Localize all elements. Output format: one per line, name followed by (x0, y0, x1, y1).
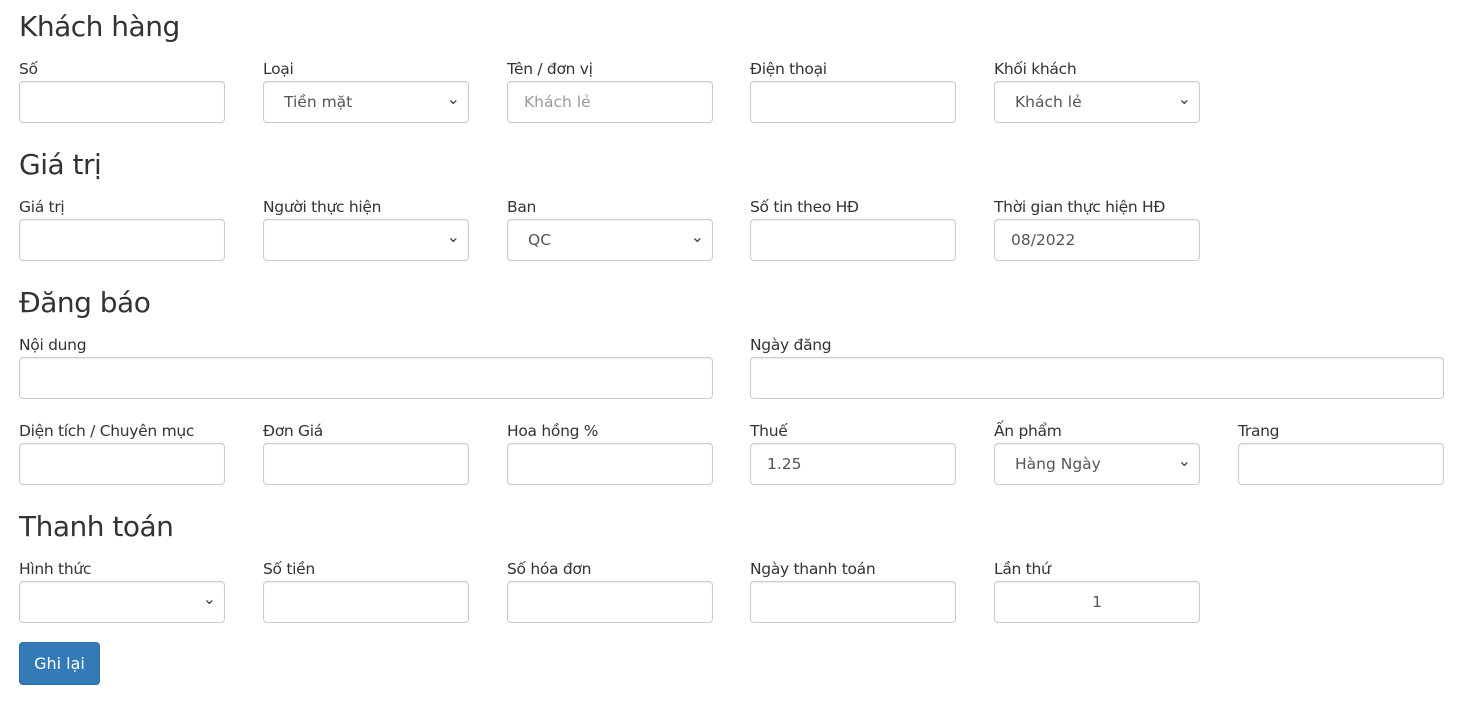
chevron-down-icon: ⌄ (446, 227, 460, 246)
so-input[interactable] (19, 81, 225, 123)
hinhthuc-select[interactable]: ⌄ (19, 581, 225, 623)
sotien-input[interactable] (263, 581, 469, 623)
chevron-down-icon: ⌄ (690, 227, 704, 246)
label-thoigian: Thời gian thực hiện HĐ (994, 198, 1166, 216)
loai-select[interactable]: Tiền mặt ⌄ (263, 81, 469, 123)
label-hoahong: Hoa hồng % (507, 422, 599, 440)
section-title-publish: Đăng báo (19, 286, 151, 319)
khoikhach-value: Khách lẻ (1015, 93, 1082, 111)
khoikhach-select[interactable]: Khách lẻ ⌄ (994, 81, 1200, 123)
label-ten: Tên / đơn vị (507, 60, 593, 78)
thoigian-input[interactable]: 08/2022 (994, 219, 1200, 261)
label-ngaythanhtoan: Ngày thanh toán (750, 560, 876, 578)
label-khoikhach: Khối khách (994, 60, 1077, 78)
lanthu-input[interactable]: 1 (994, 581, 1200, 623)
dongia-input[interactable] (263, 443, 469, 485)
label-lanthu: Lần thứ (994, 560, 1051, 578)
ban-value: QC (528, 231, 552, 249)
chevron-down-icon: ⌄ (1177, 89, 1191, 108)
label-dientich: Diện tích / Chuyên mục (19, 422, 195, 440)
loai-value: Tiền mặt (284, 93, 353, 111)
label-sotien: Số tiền (263, 560, 315, 578)
label-thue: Thuế (750, 422, 788, 440)
chevron-down-icon: ⌄ (202, 589, 216, 608)
label-nguoithuchien: Người thực hiện (263, 198, 382, 216)
label-sohoadon: Số hóa đơn (507, 560, 592, 578)
section-title-payment: Thanh toán (19, 510, 174, 543)
giatri-input[interactable] (19, 219, 225, 261)
trang-input[interactable] (1238, 443, 1444, 485)
label-noidung: Nội dung (19, 336, 87, 354)
section-title-value: Giá trị (19, 148, 102, 181)
ten-placeholder: Khách lẻ (524, 93, 591, 111)
noidung-input[interactable] (19, 357, 713, 399)
ten-input[interactable]: Khách lẻ (507, 81, 713, 123)
ngaydang-input[interactable] (750, 357, 1444, 399)
label-loai: Loại (263, 60, 294, 78)
ngaythanhtoan-input[interactable] (750, 581, 956, 623)
nguoithuchien-select[interactable]: ⌄ (263, 219, 469, 261)
chevron-down-icon: ⌄ (1177, 451, 1191, 470)
dienthoai-input[interactable] (750, 81, 956, 123)
dientich-input[interactable] (19, 443, 225, 485)
label-dienthoai: Điện thoại (750, 60, 827, 78)
ban-select[interactable]: QC ⌄ (507, 219, 713, 261)
label-anpham: Ấn phẩm (994, 422, 1062, 440)
label-dongia: Đơn Giá (263, 422, 323, 440)
sotin-input[interactable] (750, 219, 956, 261)
label-so: Số (19, 60, 38, 78)
anpham-value: Hàng Ngày (1015, 455, 1101, 473)
label-sotin: Số tin theo HĐ (750, 198, 859, 216)
chevron-down-icon: ⌄ (446, 89, 460, 108)
section-title-customer: Khách hàng (19, 10, 180, 43)
thue-input[interactable]: 1.25 (750, 443, 956, 485)
sohoadon-input[interactable] (507, 581, 713, 623)
label-hinhthuc: Hình thức (19, 560, 92, 578)
label-giatri: Giá trị (19, 198, 65, 216)
label-ban: Ban (507, 198, 537, 216)
label-trang: Trang (1238, 422, 1280, 440)
anpham-select[interactable]: Hàng Ngày ⌄ (994, 443, 1200, 485)
label-ngaydang: Ngày đăng (750, 336, 832, 354)
save-button[interactable]: Ghi lại (19, 642, 100, 685)
hoahong-input[interactable] (507, 443, 713, 485)
